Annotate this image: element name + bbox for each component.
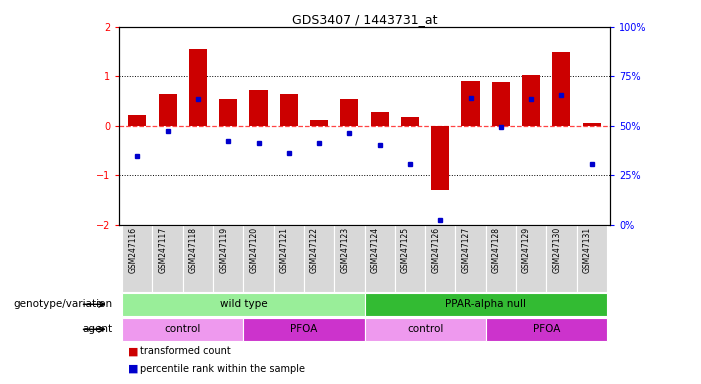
Bar [250,90,268,126]
Bar [395,225,425,292]
Text: GSM247118: GSM247118 [189,227,198,273]
Bar [280,94,298,126]
Bar [401,117,419,126]
Text: control: control [165,324,201,334]
Bar [219,99,238,126]
Bar [310,120,328,126]
Bar [456,225,486,292]
Bar [122,318,243,341]
Text: percentile rank within the sample: percentile rank within the sample [140,364,305,374]
Text: GSM247131: GSM247131 [583,227,592,273]
Text: GSM247124: GSM247124 [371,227,380,273]
Text: GSM247129: GSM247129 [522,227,531,273]
Text: GSM247130: GSM247130 [552,227,562,273]
Bar [491,82,510,126]
Bar [371,112,389,126]
Title: GDS3407 / 1443731_at: GDS3407 / 1443731_at [292,13,437,26]
Text: GSM247128: GSM247128 [492,227,501,273]
Bar [552,51,571,126]
Bar [522,75,540,126]
Text: GSM247125: GSM247125 [401,227,410,273]
Text: GSM247116: GSM247116 [128,227,137,273]
Text: GSM247120: GSM247120 [250,227,259,273]
Text: GSM247126: GSM247126 [431,227,440,273]
Bar [304,225,334,292]
Text: GSM247119: GSM247119 [219,227,229,273]
Bar [158,94,177,126]
Text: control: control [407,324,443,334]
Bar [273,225,304,292]
Bar [340,99,358,126]
Bar [128,115,147,126]
Bar [213,225,243,292]
Text: GSM247127: GSM247127 [461,227,470,273]
Bar [486,318,607,341]
Text: PFOA: PFOA [290,324,318,334]
Bar [243,225,273,292]
Bar [546,225,576,292]
Bar [425,225,456,292]
Text: GSM247123: GSM247123 [341,227,349,273]
Bar [516,225,546,292]
Bar [486,225,516,292]
Text: ■: ■ [128,364,138,374]
Bar [461,81,479,126]
Bar [183,225,213,292]
Bar [365,293,607,316]
Text: GSM247121: GSM247121 [280,227,289,273]
Bar [122,225,153,292]
Text: agent: agent [82,324,112,334]
Text: genotype/variation: genotype/variation [13,299,112,310]
Text: transformed count: transformed count [140,346,231,356]
Bar [334,225,365,292]
Text: GSM247122: GSM247122 [310,227,319,273]
Bar [583,123,601,126]
Bar [431,126,449,190]
Bar [576,225,607,292]
Bar [122,293,365,316]
Bar [365,318,486,341]
Text: GSM247117: GSM247117 [158,227,168,273]
Bar [365,225,395,292]
Bar [153,225,183,292]
Text: PPAR-alpha null: PPAR-alpha null [445,299,526,310]
Text: ■: ■ [128,346,138,356]
Text: PFOA: PFOA [533,324,560,334]
Bar [189,49,207,126]
Text: wild type: wild type [219,299,267,310]
Bar [243,318,365,341]
